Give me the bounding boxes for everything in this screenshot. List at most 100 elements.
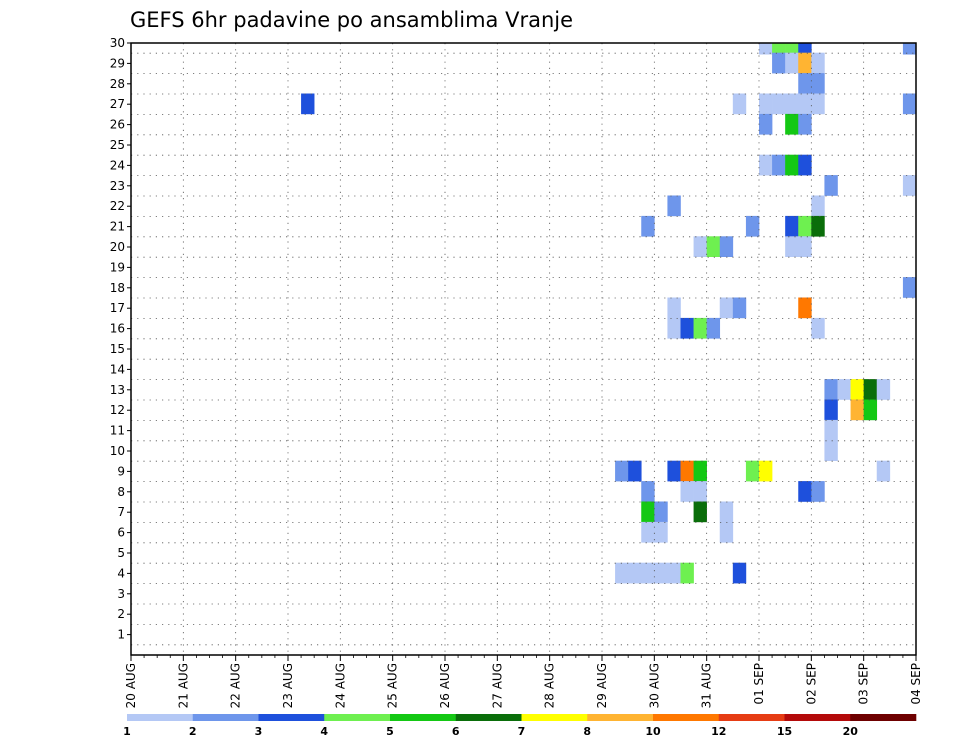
data-cell [811,93,825,115]
data-cell [680,562,694,584]
x-tick-label: 21 AUG [176,663,190,708]
data-cell [628,460,642,482]
y-tick-label: 13 [110,383,125,397]
data-cell [772,43,786,55]
y-tick-label: 18 [110,281,125,295]
x-tick-label: 28 AUG [543,663,557,708]
y-tick-label: 22 [110,199,125,213]
data-cell [706,236,721,257]
data-cell [811,52,825,74]
chart-title: GEFS 6hr padavine po ansamblima Vranje [130,8,573,32]
data-cell [785,215,799,237]
y-tick-label: 25 [110,138,125,152]
colorbar-swatch [390,714,457,721]
x-tick-label: 03 SEP [857,663,871,705]
y-tick-label: 10 [110,444,125,458]
colorbar-label: 20 [843,725,859,738]
colorbar-label: 1 [123,725,131,738]
data-cell [654,521,668,543]
y-tick-label: 11 [110,424,125,438]
y-tick-label: 1 [117,628,125,642]
data-cell [654,501,668,523]
data-cell [641,562,655,584]
colorbar-swatch [258,714,325,721]
data-cell [863,379,878,400]
data-cell [902,93,917,115]
data-cell [667,562,681,584]
colorbar: 1 2 3 4 5 6 7 8 10 12 15 20 [123,714,917,738]
colorbar-label: 8 [583,725,591,738]
y-tick-label: 12 [110,403,125,417]
data-cell [785,43,799,55]
data-cell [798,113,812,135]
data-cell [732,297,747,319]
data-cell [876,460,891,482]
data-cell [798,481,812,502]
cells-layer [301,43,917,584]
data-cell [798,52,812,74]
y-tick-label: 20 [110,240,125,254]
data-cell [641,215,655,237]
data-cell [902,43,917,55]
data-cell [798,215,812,237]
data-cell [745,215,760,237]
x-tick-label: 24 AUG [333,663,347,708]
colorbar-label: 12 [711,725,726,738]
data-cell [667,317,681,339]
data-cell [759,43,773,55]
data-cell [785,52,799,74]
colorbar-label: 7 [518,725,526,738]
x-tick-label: 02 SEP [804,663,818,705]
data-cell [667,297,681,319]
data-cell [772,154,786,176]
data-cell [641,501,655,523]
data-cell [693,317,707,339]
data-cell [641,521,655,543]
data-cell [798,297,812,319]
y-tick-label: 19 [110,260,125,274]
data-cell [824,440,838,461]
y-tick-label: 23 [110,179,125,193]
colorbar-swatch [127,714,194,721]
x-tick-label: 01 SEP [752,663,766,705]
data-cell [876,379,891,400]
y-tick-label: 8 [117,485,125,499]
colorbar-label: 2 [189,725,197,738]
data-cell [772,52,786,74]
data-cell [811,215,825,237]
colorbar-label: 6 [452,725,460,738]
x-tick-label: 25 AUG [386,663,400,708]
data-cell [706,317,721,339]
data-cell [693,501,707,523]
y-axis: 1234567891011121314151617181920212223242… [110,36,131,642]
data-cell [798,154,812,176]
y-tick-label: 7 [117,505,125,519]
x-tick-label: 23 AUG [281,663,295,708]
data-cell [850,379,864,400]
plot-frame [130,42,917,656]
data-cell [719,236,734,257]
data-cell [759,93,773,115]
colorbar-swatch [718,714,785,721]
data-cell [772,93,786,115]
x-tick-label: 30 AUG [647,663,661,708]
grid-layer [131,43,916,655]
data-cell [811,481,825,502]
colorbar-label: 4 [320,725,328,738]
data-cell [667,460,681,482]
data-cell [785,113,799,135]
data-cell [745,460,760,482]
data-cell [615,562,629,584]
colorbar-label: 3 [255,725,263,738]
data-cell [732,93,747,115]
data-cell [719,501,734,523]
data-cell [798,93,812,115]
y-tick-label: 14 [110,362,125,376]
colorbar-label: 5 [386,725,394,738]
colorbar-swatch [324,714,391,721]
data-cell [902,277,917,298]
data-cell [680,317,694,339]
data-cell [759,460,773,482]
y-tick-label: 28 [110,77,125,91]
